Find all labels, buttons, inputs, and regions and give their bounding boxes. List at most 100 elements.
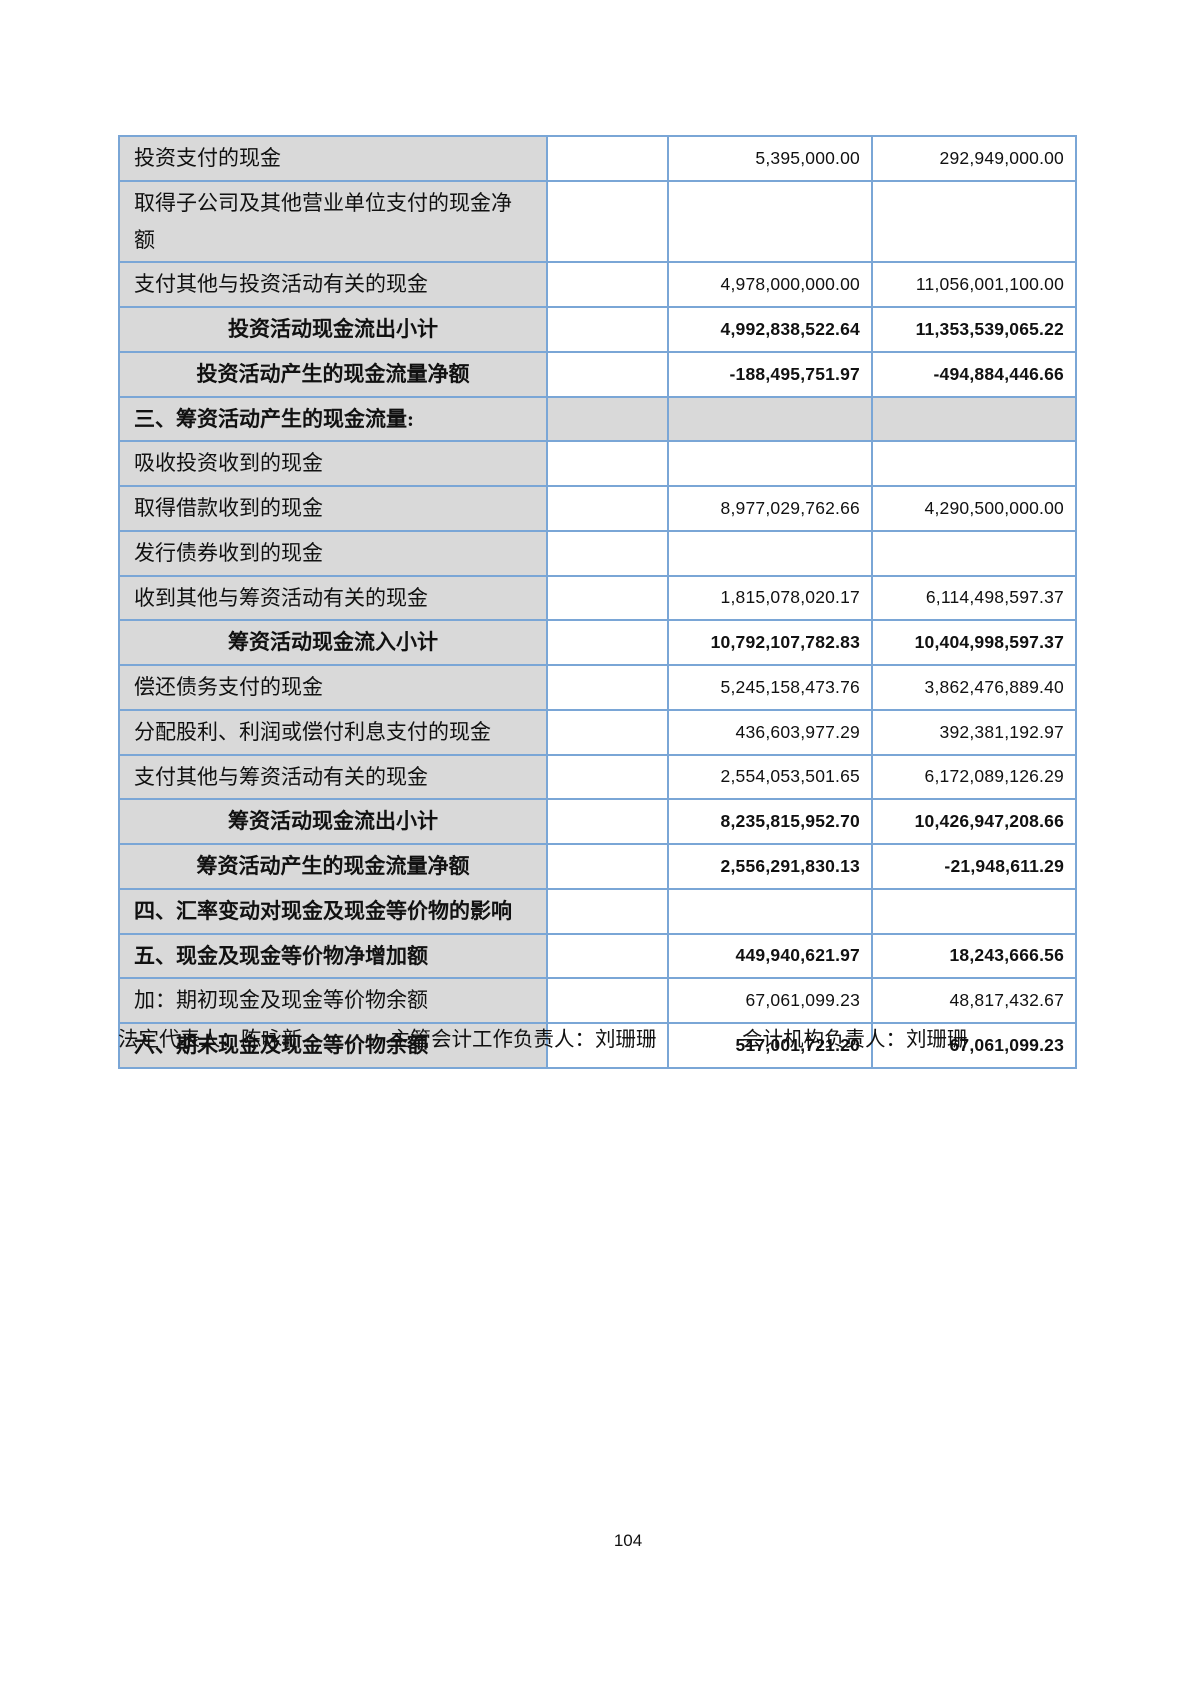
notes-cell — [546, 395, 669, 443]
notes-cell — [546, 977, 669, 1024]
row-label-cell: 筹资活动产生的现金流量净额 — [118, 843, 548, 890]
prior-period-cell — [871, 440, 1077, 487]
current-period-cell: 10,792,107,782.83 — [667, 619, 873, 666]
prior-period-cell: 392,381,192.97 — [871, 708, 1077, 756]
prior-period-cell — [871, 529, 1077, 577]
table-row: 四、汇率变动对现金及现金等价物的影响 — [118, 887, 1077, 935]
current-period-cell: 8,235,815,952.70 — [667, 798, 873, 845]
legal-representative-signature: 法定代表人：陈咏新 — [118, 1029, 303, 1051]
chief-accounting-officer-signature: 主管会计工作负责人：刘珊珊 — [390, 1029, 657, 1051]
notes-cell — [546, 708, 669, 756]
notes-cell — [546, 932, 669, 980]
row-label-cell: 三、筹资活动产生的现金流量: — [118, 395, 548, 443]
notes-cell — [546, 135, 669, 182]
current-period-cell: 4,992,838,522.64 — [667, 306, 873, 353]
table-row: 三、筹资活动产生的现金流量: — [118, 395, 1077, 443]
table-row: 支付其他与投资活动有关的现金 4,978,000,000.00 11,056,001… — [118, 261, 1077, 308]
prior-period-cell: 18,243,666.56 — [871, 932, 1077, 980]
notes-cell — [546, 798, 669, 845]
prior-period-cell: 3,862,476,889.40 — [871, 664, 1077, 711]
notes-cell — [546, 843, 669, 890]
current-period-cell: 2,554,053,501.65 — [667, 753, 873, 801]
current-period-cell: 67,061,099.23 — [667, 977, 873, 1024]
notes-cell — [546, 753, 669, 801]
prior-period-cell: 48,817,432.67 — [871, 977, 1077, 1024]
current-period-cell: 436,603,977.29 — [667, 708, 873, 756]
table-row: 偿还债务支付的现金 5,245,158,473.76 3,862,476,889.4… — [118, 664, 1077, 711]
table-row: 六、期末现金及现金等价物余额 517,001,721.20 67,061,099.2… — [118, 1022, 1077, 1069]
current-period-cell: 5,245,158,473.76 — [667, 664, 873, 711]
prior-period-cell: 10,404,998,597.37 — [871, 619, 1077, 666]
prior-period-cell: 11,056,001,100.00 — [871, 261, 1077, 308]
prior-period-cell: 10,426,947,208.66 — [871, 798, 1077, 845]
current-period-cell — [667, 395, 873, 443]
table-row: 发行债券收到的现金 — [118, 529, 1077, 577]
row-label-cell: 投资活动现金流出小计 — [118, 306, 548, 353]
row-label-cell: 筹资活动现金流入小计 — [118, 619, 548, 666]
notes-cell — [546, 619, 669, 666]
notes-cell — [546, 664, 669, 711]
row-label-cell: 发行债券收到的现金 — [118, 529, 548, 577]
notes-cell — [546, 485, 669, 532]
cash-flow-statement-table: 投资支付的现金 5,395,000.00 292,949,000.00 取得子公司及其… — [118, 135, 1077, 1069]
table-row: 吸收投资收到的现金 — [118, 440, 1077, 487]
table-row: 分配股利、利润或偿付利息支付的现金 436,603,977.29 392,381,1… — [118, 708, 1077, 756]
current-period-cell: 517,001,721.20 — [667, 1022, 873, 1069]
row-label-cell: 吸收投资收到的现金 — [118, 440, 548, 487]
notes-cell — [546, 306, 669, 353]
current-period-cell — [667, 887, 873, 935]
row-label-cell: 支付其他与筹资活动有关的现金 — [118, 753, 548, 801]
prior-period-cell: 6,172,089,126.29 — [871, 753, 1077, 801]
notes-cell — [546, 574, 669, 622]
current-period-cell — [667, 179, 873, 264]
row-label-cell: 五、现金及现金等价物净增加额 — [118, 932, 548, 980]
current-period-cell — [667, 440, 873, 487]
row-label-cell: 六、期末现金及现金等价物余额 — [118, 1022, 548, 1069]
current-period-cell: 1,815,078,020.17 — [667, 574, 873, 622]
row-label-cell: 投资活动产生的现金流量净额 — [118, 350, 548, 398]
table-row: 五、现金及现金等价物净增加额 449,940,621.97 18,243,666.5… — [118, 932, 1077, 980]
table-row: 加：期初现金及现金等价物余额 67,061,099.23 48,817,432.67 — [118, 977, 1077, 1024]
current-period-cell — [667, 529, 873, 577]
row-label-cell: 偿还债务支付的现金 — [118, 664, 548, 711]
table-row: 收到其他与筹资活动有关的现金 1,815,078,020.17 6,114,498,… — [118, 574, 1077, 622]
notes-cell — [546, 529, 669, 577]
notes-cell — [546, 887, 669, 935]
prior-period-cell: 4,290,500,000.00 — [871, 485, 1077, 532]
prior-period-cell — [871, 179, 1077, 264]
signature-line: 法定代表人：陈咏新 主管会计工作负责人：刘珊珊 会计机构负责人：刘珊珊 — [118, 1022, 1108, 1052]
prior-period-cell: 292,949,000.00 — [871, 135, 1077, 182]
page-number: 104 — [613, 1531, 643, 1550]
row-label-cell: 分配股利、利润或偿付利息支付的现金 — [118, 708, 548, 756]
notes-cell — [546, 350, 669, 398]
prior-period-cell: 67,061,099.23 — [871, 1022, 1077, 1069]
prior-period-cell: -494,884,446.66 — [871, 350, 1077, 398]
row-label-cell: 四、汇率变动对现金及现金等价物的影响 — [118, 887, 548, 935]
table-row: 取得子公司及其他营业单位支付的现金净额 — [118, 179, 1077, 264]
table-row: 投资支付的现金 5,395,000.00 292,949,000.00 — [118, 135, 1077, 182]
prior-period-cell — [871, 395, 1077, 443]
notes-cell — [546, 179, 669, 264]
current-period-cell: 449,940,621.97 — [667, 932, 873, 980]
current-period-cell: 8,977,029,762.66 — [667, 485, 873, 532]
table-row: 投资活动现金流出小计 4,992,838,522.64 11,353,539,065… — [118, 306, 1077, 353]
table-row: 筹资活动现金流入小计 10,792,107,782.83 10,404,998,59… — [118, 619, 1077, 666]
current-period-cell: 5,395,000.00 — [667, 135, 873, 182]
table-row: 支付其他与筹资活动有关的现金 2,554,053,501.65 6,172,089,… — [118, 753, 1077, 801]
table-row: 取得借款收到的现金 8,977,029,762.66 4,290,500,000.0… — [118, 485, 1077, 532]
row-label-cell: 投资支付的现金 — [118, 135, 548, 182]
current-period-cell: 2,556,291,830.13 — [667, 843, 873, 890]
prior-period-cell: 6,114,498,597.37 — [871, 574, 1077, 622]
prior-period-cell — [871, 887, 1077, 935]
row-label-cell: 筹资活动现金流出小计 — [118, 798, 548, 845]
current-period-cell: -188,495,751.97 — [667, 350, 873, 398]
cash-flow-table-body: 投资支付的现金 5,395,000.00 292,949,000.00 取得子公司及其… — [118, 135, 1077, 1069]
notes-cell — [546, 440, 669, 487]
accounting-department-head-signature: 会计机构负责人：刘珊珊 — [742, 1029, 968, 1051]
prior-period-cell: -21,948,611.29 — [871, 843, 1077, 890]
table-row: 筹资活动产生的现金流量净额 2,556,291,830.13 -21,948,611… — [118, 843, 1077, 890]
table-row: 投资活动产生的现金流量净额 -188,495,751.97 -494,884,446… — [118, 350, 1077, 398]
table-row: 筹资活动现金流出小计 8,235,815,952.70 10,426,947,208… — [118, 798, 1077, 845]
row-label-cell: 加：期初现金及现金等价物余额 — [118, 977, 548, 1024]
